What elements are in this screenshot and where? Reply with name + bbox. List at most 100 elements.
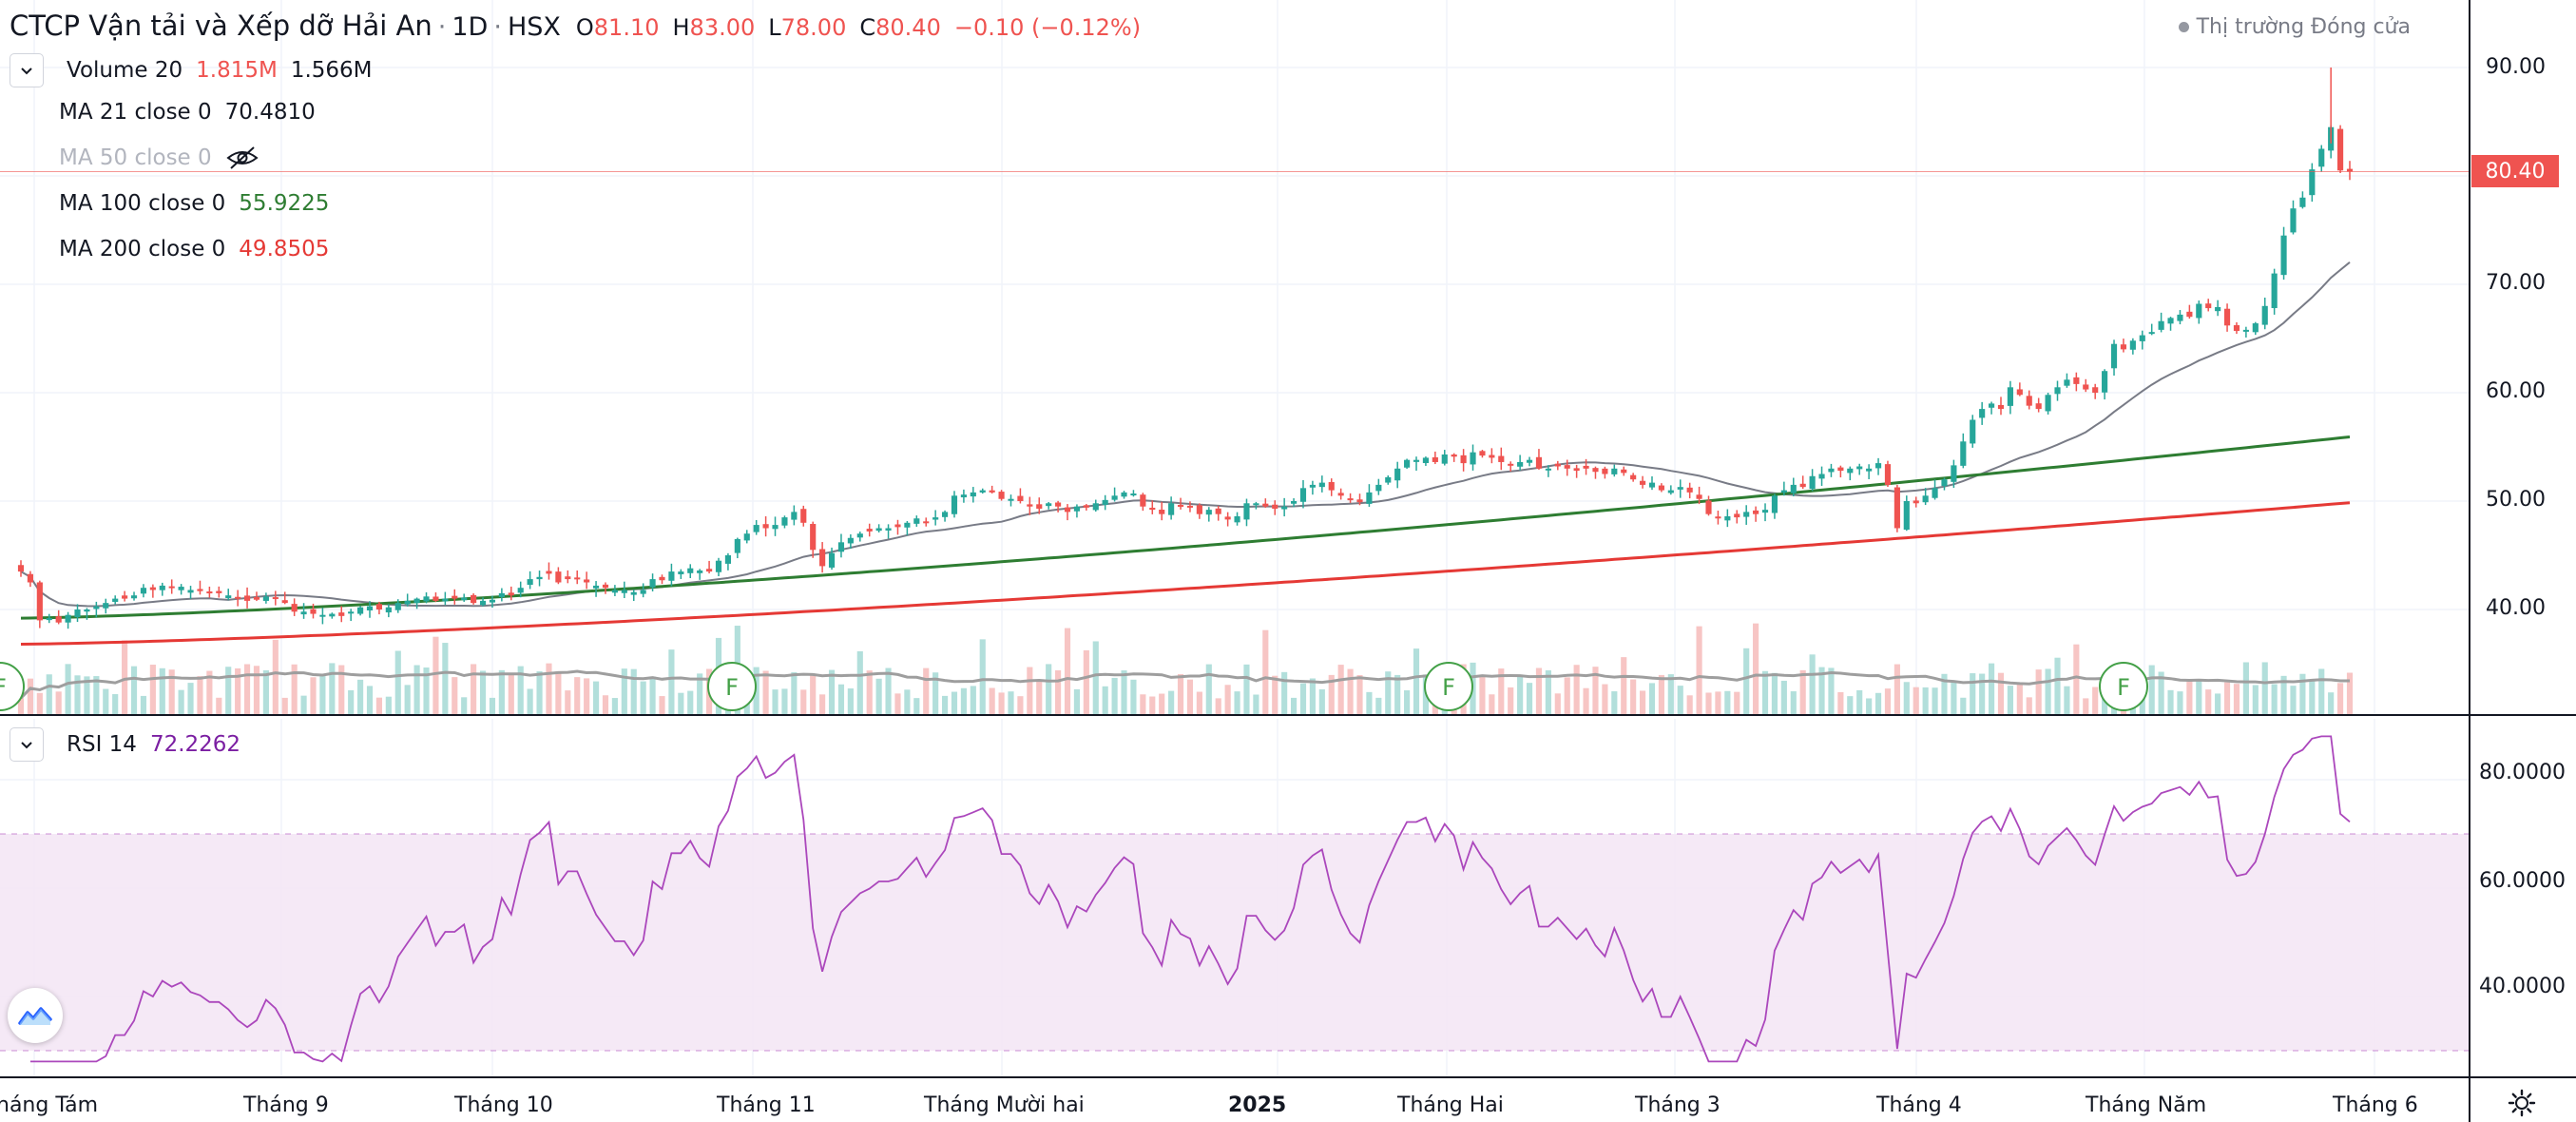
dividend-markers[interactable]: FFFF xyxy=(0,662,2148,711)
volume-bar xyxy=(2346,672,2354,715)
candlestick xyxy=(1102,494,1108,511)
candlestick xyxy=(1696,486,1702,505)
volume-bar xyxy=(941,695,949,715)
interval[interactable]: 1D xyxy=(452,12,489,42)
candlestick xyxy=(357,606,364,616)
volume-bar xyxy=(1337,665,1344,715)
dividend-marker-label: F xyxy=(725,674,739,701)
candlestick xyxy=(1215,506,1221,521)
candlestick xyxy=(375,601,382,615)
candle-body xyxy=(1489,455,1495,458)
volume-bar xyxy=(970,686,976,715)
indicator-ma21[interactable]: MA 21 close 0 70.4810 xyxy=(59,100,316,125)
candlestick xyxy=(74,604,81,623)
candle-body xyxy=(1092,503,1099,511)
candlestick xyxy=(753,520,759,535)
candle-body xyxy=(2129,340,2136,350)
candlestick xyxy=(602,582,609,594)
candlestick xyxy=(187,586,194,599)
volume-bar xyxy=(508,672,514,715)
volume-bar xyxy=(1375,697,1382,715)
candle-body xyxy=(1102,499,1108,505)
indicator-ma50[interactable]: MA 50 close 0 xyxy=(59,145,260,170)
volume-bar xyxy=(461,697,468,715)
volume-bar xyxy=(1508,687,1514,715)
time-axis-label: Tháng Hai xyxy=(1397,1093,1504,1117)
candle-body xyxy=(1479,451,1486,456)
volume-bar xyxy=(2092,687,2099,715)
candle-body xyxy=(1724,515,1731,521)
volume-bar xyxy=(2233,684,2240,715)
volume-bar xyxy=(2309,679,2316,715)
candle-body xyxy=(1894,487,1900,529)
candlestick xyxy=(2064,373,2070,388)
candlestick xyxy=(998,490,1005,501)
candlestick xyxy=(433,592,439,603)
candlestick xyxy=(1140,493,1146,512)
candle-body xyxy=(2280,235,2287,276)
indicator-volume[interactable]: Volume 20 1.815M 1.566M xyxy=(0,53,373,87)
candle-body xyxy=(1847,468,1854,474)
volume-bar xyxy=(1734,691,1740,715)
volume-bar xyxy=(1064,628,1071,715)
candle-body xyxy=(837,542,845,552)
candle-body xyxy=(2092,387,2099,393)
candlestick xyxy=(1583,458,1589,475)
volume-bar xyxy=(640,681,646,715)
settings-gear-icon[interactable] xyxy=(2508,1089,2536,1117)
volume-bar xyxy=(187,683,194,715)
collapse-legend-button[interactable] xyxy=(10,53,44,87)
candlestick xyxy=(2271,268,2278,315)
candle-body xyxy=(1356,499,1363,503)
candlestick xyxy=(1922,488,1929,506)
candle-body xyxy=(584,579,590,583)
candle-body xyxy=(791,512,798,520)
indicator-ma200[interactable]: MA 200 close 0 49.8505 xyxy=(59,237,329,261)
candlestick xyxy=(1866,464,1873,479)
candle-body xyxy=(1913,500,1919,504)
candlesticks[interactable] xyxy=(17,68,2354,629)
candle-body xyxy=(1262,503,1269,507)
price-axis-label: 50.00 xyxy=(2486,488,2546,512)
candle-body xyxy=(112,598,119,602)
candlestick xyxy=(923,517,930,527)
volume-bar xyxy=(1309,678,1316,715)
candle-body xyxy=(1347,498,1354,501)
candle-body xyxy=(2064,379,2070,386)
symbol-name[interactable]: CTCP Vận tải và Xếp dỡ Hải An xyxy=(10,10,433,42)
volume-bar xyxy=(1866,698,1873,715)
candle-body xyxy=(856,533,863,538)
candlestick xyxy=(1168,496,1175,520)
eye-hidden-icon[interactable] xyxy=(225,145,260,170)
volume-bar xyxy=(1809,654,1816,715)
indicator-ma100[interactable]: MA 100 close 0 55.9225 xyxy=(59,191,329,216)
open-value: 81.10 xyxy=(593,14,660,41)
volume-bar xyxy=(574,677,581,715)
candlestick xyxy=(394,599,401,613)
candlestick xyxy=(913,515,920,527)
indicator-rsi[interactable]: RSI 14 72.2262 xyxy=(0,727,240,762)
volume-bar xyxy=(1621,657,1627,715)
candle-body xyxy=(281,600,288,604)
candle-body xyxy=(385,607,392,613)
separator: · xyxy=(437,12,447,42)
candlestick xyxy=(1498,447,1505,471)
candle-body xyxy=(762,524,769,529)
candlestick xyxy=(149,584,156,598)
tradingview-logo-button[interactable] xyxy=(8,988,63,1043)
candlestick xyxy=(2242,326,2249,338)
candle-body xyxy=(2177,314,2183,321)
candlestick xyxy=(1658,483,1664,493)
candle-body xyxy=(1205,510,1212,515)
candlestick xyxy=(423,591,430,604)
candle-body xyxy=(2026,396,2032,406)
volume-bar xyxy=(1498,668,1505,715)
candle-body xyxy=(1441,454,1448,464)
candle-body xyxy=(375,604,382,609)
candlestick xyxy=(348,609,355,622)
collapse-rsi-button[interactable] xyxy=(10,727,44,762)
candlestick xyxy=(2346,161,2354,181)
candle-body xyxy=(433,596,439,601)
volume-bar xyxy=(479,670,487,715)
